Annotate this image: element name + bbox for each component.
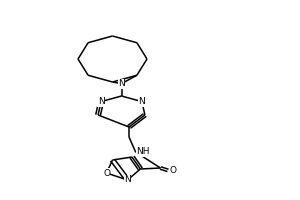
Text: N: N [98, 97, 104, 106]
Text: NH: NH [136, 148, 150, 156]
Text: O: O [103, 168, 110, 178]
Text: N: N [124, 176, 131, 184]
Text: O: O [170, 166, 177, 175]
Text: N: N [139, 97, 145, 106]
Text: N: N [118, 79, 125, 88]
